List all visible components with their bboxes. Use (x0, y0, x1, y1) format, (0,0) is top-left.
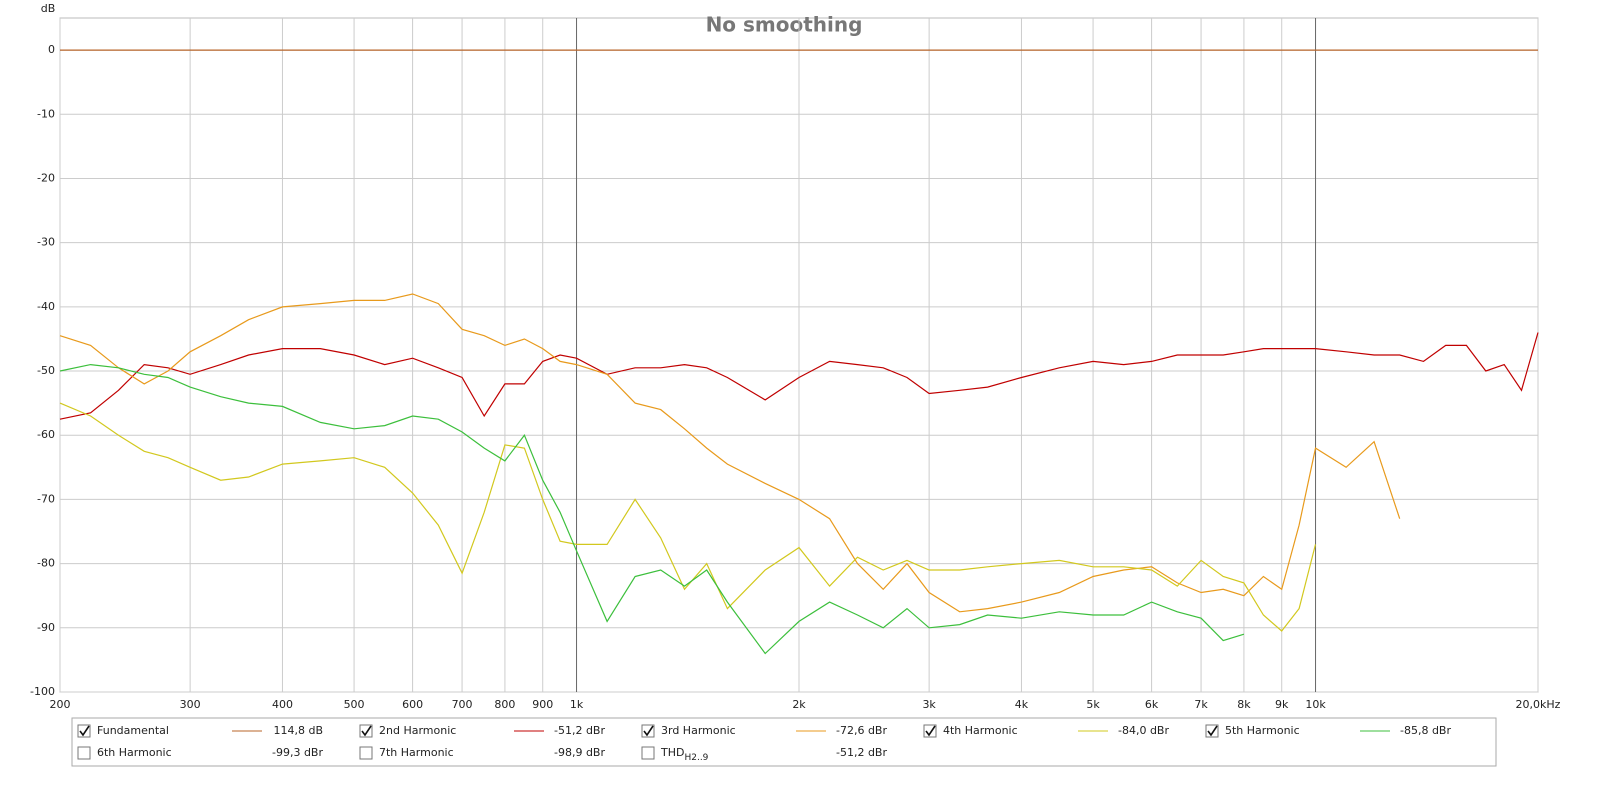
series-line (59, 332, 1539, 420)
y-tick-label: -10 (37, 107, 55, 120)
x-tick-label: 4k (1015, 698, 1029, 711)
x-tick-label: 800 (494, 698, 515, 711)
legend-readout: -99,3 dBr (272, 746, 323, 759)
y-tick-label: 0 (48, 43, 55, 56)
x-tick-label: 400 (272, 698, 293, 711)
x-tick-label: 10k (1305, 698, 1326, 711)
x-tick-label: 8k (1237, 698, 1251, 711)
x-tick-label: 9k (1275, 698, 1289, 711)
series-line (59, 363, 1245, 655)
legend-label-main: THD (660, 746, 684, 759)
legend-readout: -51,2 dBr (554, 724, 605, 737)
x-tick-label: 5k (1086, 698, 1100, 711)
y-tick-label: -90 (37, 621, 55, 634)
legend-label: THDH2..9 (660, 746, 709, 763)
legend-label: 6th Harmonic (97, 746, 172, 759)
series-line (59, 402, 1317, 632)
x-tick-label: 700 (452, 698, 473, 711)
legend-checkbox[interactable] (641, 746, 655, 760)
x-tick-label: 6k (1145, 698, 1159, 711)
legend-label-sub: H2..9 (684, 753, 708, 763)
x-tick-label: 200 (50, 698, 71, 711)
legend-box (71, 717, 1497, 767)
legend-label: 5th Harmonic (1225, 724, 1300, 737)
y-tick-label: -30 (37, 236, 55, 249)
legend-label: 2nd Harmonic (379, 724, 456, 737)
legend-readout: 114,8 dB (273, 724, 323, 737)
legend-check (1207, 725, 1218, 737)
legend-check (643, 725, 654, 737)
y-tick-label: -60 (37, 428, 55, 441)
x-tick-label: 600 (402, 698, 423, 711)
y-tick-label: -50 (37, 364, 55, 377)
legend-label: 3rd Harmonic (661, 724, 736, 737)
legend-readout: -72,6 dBr (836, 724, 887, 737)
y-tick-label: -40 (37, 300, 55, 313)
x-tick-label: 7k (1194, 698, 1208, 711)
legend-readout: -51,2 dBr (836, 746, 887, 759)
legend-readout: -98,9 dBr (554, 746, 605, 759)
y-tick-label: -80 (37, 557, 55, 570)
x-tick-label: 1k (570, 698, 584, 711)
legend-check (79, 725, 90, 737)
y-axis-label: dB (41, 2, 56, 15)
legend-label: Fundamental (97, 724, 169, 737)
legend-readout: -85,8 dBr (1400, 724, 1451, 737)
legend-check (361, 725, 372, 737)
x-tick-label: 3k (922, 698, 936, 711)
legend-checkbox[interactable] (77, 746, 91, 760)
legend-checkbox[interactable] (359, 746, 373, 760)
x-tick-label: 900 (532, 698, 553, 711)
y-tick-label: -70 (37, 492, 55, 505)
x-tick-label: 300 (180, 698, 201, 711)
legend-readout: -84,0 dBr (1118, 724, 1169, 737)
y-tick-label: -100 (30, 685, 55, 698)
legend-label: 4th Harmonic (943, 724, 1018, 737)
series-line (59, 293, 1401, 613)
x-tick-label: 500 (344, 698, 365, 711)
legend-check (925, 725, 936, 737)
x-tick-label: 2k (792, 698, 806, 711)
y-tick-label: -20 (37, 171, 55, 184)
legend-label: 7th Harmonic (379, 746, 454, 759)
x-tick-label: 20,0kHz (1516, 698, 1561, 711)
chart-title: No smoothing (706, 13, 863, 37)
